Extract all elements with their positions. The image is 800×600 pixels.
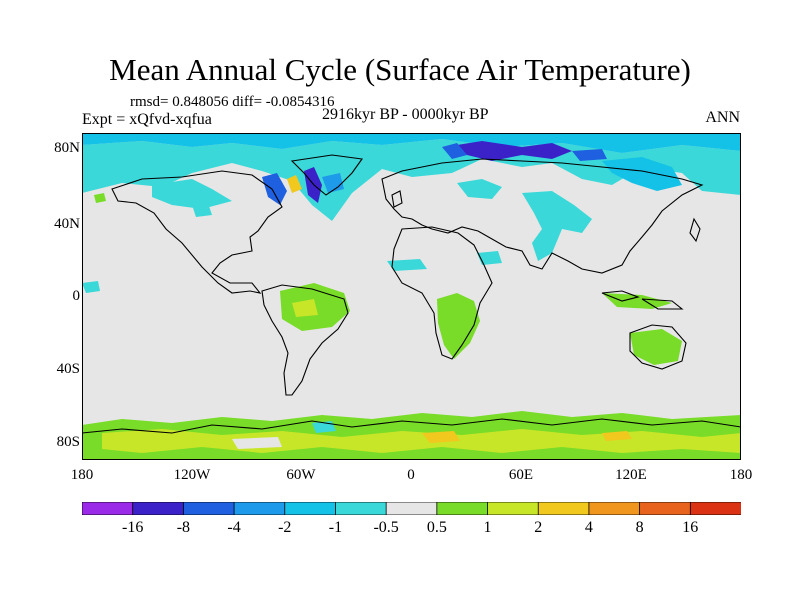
colorbar <box>82 502 741 515</box>
lon-label-120e: 120E <box>615 467 647 483</box>
amazon-yellow <box>292 299 318 317</box>
arctic-green-spot <box>94 193 106 203</box>
atlantic-blue <box>322 173 344 193</box>
period-label: 2916kyr BP - 0000kyr BP <box>322 106 489 123</box>
australia-green <box>630 329 682 365</box>
lat-label-0: 0 <box>72 288 81 304</box>
colorbar-label: -2 <box>278 519 292 536</box>
lon-label-180e: 180 <box>729 467 753 483</box>
lat-label-40s: 40S <box>56 361 80 377</box>
colorbar-box-12 <box>689 502 741 515</box>
colorbar-box-10 <box>588 502 641 515</box>
colorbar-label: 16 <box>682 519 699 536</box>
baffin-yellow <box>287 175 302 193</box>
pacific-cyan-small <box>82 281 100 293</box>
colorbar-label: -16 <box>122 519 144 536</box>
arctic-lightblue <box>82 133 741 153</box>
asia-cyan <box>522 191 592 261</box>
antarctic-orange2 <box>602 431 632 441</box>
arabia-cyan <box>477 251 502 265</box>
siberia-darkblue <box>457 141 572 161</box>
colorbar-label: 2 <box>534 519 543 536</box>
colorbar-box-6 <box>385 502 438 515</box>
coastlines <box>82 154 741 434</box>
plot-title: Mean Annual Cycle (Surface Air Temperatu… <box>109 52 691 87</box>
experiment-label: Expt = xQfvd-xqfua <box>82 111 212 128</box>
lon-label-0: 0 <box>407 467 415 483</box>
map-frame <box>82 133 741 460</box>
colorbar-box-0 <box>82 502 134 515</box>
colorbar-box-1 <box>132 502 185 515</box>
lat-label-80n: 80N <box>54 140 80 156</box>
baffin-darkblue <box>304 167 322 203</box>
eurasia-cyan <box>457 179 502 199</box>
indonesia-green <box>602 293 672 309</box>
season-label: ANN <box>705 109 740 126</box>
canada-cyan <box>152 179 232 209</box>
lon-label-120w: 120W <box>173 467 211 483</box>
siberia-blue <box>442 143 467 159</box>
antarctic-orange <box>422 431 460 443</box>
colorbar-box-8 <box>487 502 540 515</box>
anomaly-map <box>82 133 741 460</box>
atlantic-cyan-small <box>192 203 212 217</box>
antarctic-grey <box>232 437 282 449</box>
colorbar-label: 4 <box>584 519 593 536</box>
colorbar-label: -1 <box>328 519 343 536</box>
colorbar-box-2 <box>182 502 235 515</box>
colorbar-box-9 <box>537 502 590 515</box>
colorbar-label: 8 <box>635 519 644 536</box>
ne-siberia-cyan <box>602 157 682 191</box>
colorbar-label: -4 <box>227 519 241 536</box>
greenland-blue <box>262 173 287 205</box>
sahara-cyan <box>387 259 427 271</box>
lat-label-80s: 80S <box>56 434 80 450</box>
stats-text: rmsd= 0.848056 diff= -0.0854316 <box>130 94 335 110</box>
colorbar-box-7 <box>436 502 489 515</box>
colorbar-box-4 <box>284 502 337 515</box>
colorbar-box-3 <box>233 502 286 515</box>
colorbar-box-5 <box>335 502 388 515</box>
colorbar-label: 0.5 <box>426 519 447 536</box>
colorbar-label: -8 <box>176 519 191 536</box>
colorbar-label: 1 <box>483 519 492 536</box>
colorbar-label: -0.5 <box>373 519 399 536</box>
arctic-cyan-band <box>82 139 741 221</box>
lat-label-40n: 40N <box>54 216 80 232</box>
lon-label-180w: 180 <box>70 467 94 483</box>
colorbar-box-11 <box>639 502 692 515</box>
lon-label-60w: 60W <box>286 467 316 483</box>
africa-green <box>437 293 480 359</box>
siberia-blue2 <box>572 149 607 161</box>
lon-label-60e: 60E <box>508 467 534 483</box>
